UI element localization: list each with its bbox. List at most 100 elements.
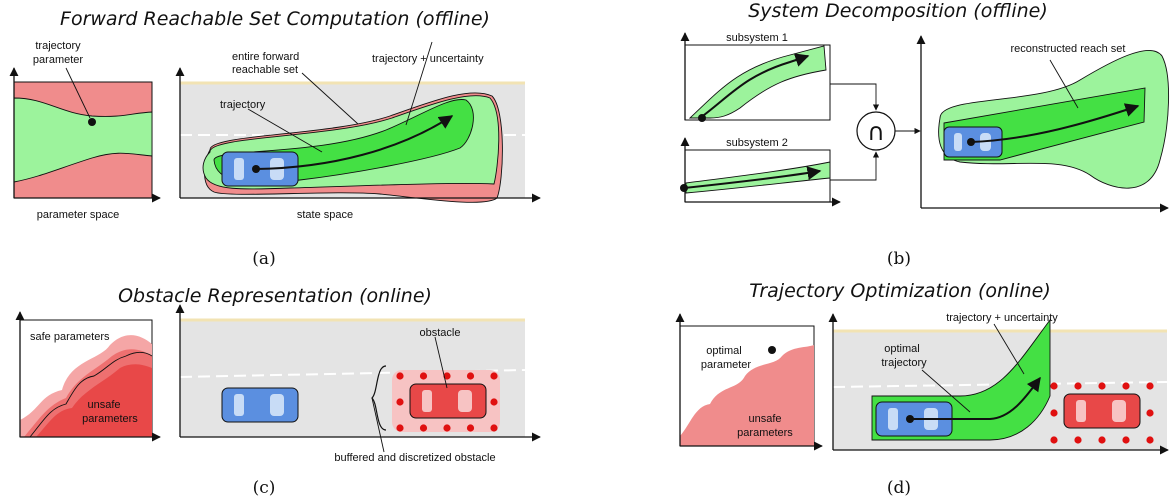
- obstacle-point: [1122, 382, 1130, 390]
- obstacle: [392, 370, 500, 432]
- label-parameter: parameter: [33, 54, 83, 66]
- caption-d: (d): [887, 478, 911, 498]
- obstacle-point: [419, 372, 428, 380]
- obstacle-window-front: [1112, 400, 1126, 422]
- panel-a: Forward Reachable Set Computation (offli…: [9, 8, 541, 269]
- label-buffered: buffered and discretized obstacle: [334, 452, 495, 464]
- label-unsafe: unsafe: [87, 399, 120, 411]
- leader-uncertainty: [405, 41, 433, 126]
- obstacle-window-front: [458, 390, 472, 412]
- label-trajectory-uncertainty: trajectory + uncertainty: [946, 312, 1058, 324]
- obstacle-point: [490, 372, 498, 380]
- obstacle-point: [1098, 436, 1106, 444]
- label-parameters: parameters: [82, 413, 138, 425]
- obstacle-point: [1122, 436, 1130, 444]
- car-window-front: [270, 394, 284, 416]
- label-trajectory: trajectory: [220, 99, 266, 111]
- connector-1: [830, 83, 880, 111]
- unsafe-region: [680, 345, 814, 446]
- obstacle-point: [1146, 382, 1154, 390]
- subsystem-2-trajectory: [683, 166, 822, 189]
- ego-car: [221, 387, 299, 423]
- obstacle-point: [419, 424, 428, 432]
- subsystem-2-set: [685, 161, 831, 194]
- label-reconstructed: reconstructed reach set: [1011, 43, 1126, 55]
- optimal-trajectory-arrow: [910, 376, 1041, 420]
- parameter-space-plot: trajectory parameter parameter space: [9, 40, 161, 221]
- label-optimal: optimal: [884, 343, 919, 355]
- obstacle-window-rear: [1076, 400, 1086, 422]
- leader-reconstructed: [1049, 59, 1079, 109]
- trajectory-arrow: [255, 115, 454, 170]
- obstacle-point: [466, 424, 475, 432]
- label-reachable-set: reachable set: [232, 64, 298, 76]
- label-trajectory: trajectory: [35, 40, 81, 52]
- obstacle-point: [443, 424, 451, 432]
- car-body: [221, 387, 299, 423]
- obstacle-point: [396, 398, 404, 406]
- leader-optimal-trajectory: [921, 369, 971, 413]
- caption-b: (b): [887, 249, 911, 269]
- obstacle-point: [490, 424, 498, 432]
- car-window-rear: [234, 394, 244, 416]
- obstacle-point: [466, 372, 475, 380]
- caption-a: (a): [252, 249, 275, 269]
- obstacle-point: [396, 424, 404, 432]
- label-parameter: parameter: [701, 359, 751, 371]
- caption-c: (c): [253, 478, 276, 498]
- state-space-plot: trajectory + uncertainty optimal traject…: [828, 312, 1169, 455]
- reconstructed-plot: reconstructed reach set: [916, 35, 1170, 213]
- subsystem-2-start-dot: [680, 184, 688, 192]
- obstacle-point: [1050, 409, 1058, 417]
- obstacle-point: [1146, 409, 1154, 417]
- trajectory-parameter-dot: [88, 118, 96, 126]
- label-unsafe: unsafe: [748, 413, 781, 425]
- lane-marking: [179, 369, 526, 378]
- car-window-rear: [888, 408, 898, 430]
- obstacle-point: [1098, 382, 1106, 390]
- label-state-space: state space: [297, 209, 353, 221]
- label-optimal: optimal: [706, 345, 741, 357]
- label-subsystem-2: subsystem 2: [726, 137, 788, 149]
- safe-parameter-region: [13, 97, 153, 183]
- obstacle-window-rear: [422, 390, 432, 412]
- panel-d: Trajectory Optimization (online) optimal…: [675, 280, 1169, 498]
- parameter-space-plot: optimal parameter unsafe parameters: [675, 313, 823, 451]
- subsystem-2-plot: subsystem 2: [680, 137, 841, 207]
- label-parameters: parameters: [737, 427, 793, 439]
- leader-line: [65, 67, 91, 119]
- obstacle-point: [396, 372, 404, 380]
- label-trajectory-uncertainty: trajectory + uncertainty: [372, 53, 484, 65]
- label-obstacle: obstacle: [420, 327, 461, 339]
- obstacle-point: [1074, 436, 1082, 444]
- leader-trajectory: [247, 108, 323, 153]
- panel-c-title: Obstacle Representation (online): [118, 285, 432, 307]
- parameter-space-plot: safe parameters unsafe parameters: [15, 311, 161, 442]
- panel-d-title: Trajectory Optimization (online): [749, 280, 1051, 302]
- state-space-plot: obstacle buffered and discretized obstac…: [175, 304, 541, 464]
- subsystem-1-plot: subsystem 1: [680, 32, 831, 122]
- obstacle-point: [1050, 436, 1058, 444]
- label-subsystem-1: subsystem 1: [726, 32, 788, 44]
- leader-obstacle: [434, 336, 448, 389]
- obstacle-point: [1050, 382, 1058, 390]
- label-parameter-space: parameter space: [37, 209, 120, 221]
- state-space-plot: entire forward reachable set trajectory …: [175, 41, 541, 221]
- panel-c: Obstacle Representation (online) safe pa…: [15, 285, 541, 498]
- subsystem-1-trajectory: [699, 53, 810, 119]
- label-trajectory: trajectory: [881, 357, 927, 369]
- label-entire-forward: entire forward: [232, 51, 299, 63]
- car-window-rear: [234, 158, 244, 180]
- panel-b-title: System Decomposition (offline): [748, 0, 1048, 22]
- car-window-rear: [954, 133, 962, 151]
- intersection-symbol: ∩: [867, 118, 885, 146]
- obstacle-point: [490, 398, 498, 406]
- subsystem-1-start-dot: [698, 114, 706, 122]
- label-safe-parameters: safe parameters: [30, 331, 110, 343]
- discretized-points: [396, 372, 498, 432]
- leader-uncertainty: [993, 323, 1025, 375]
- obstacle-car: [409, 383, 487, 419]
- discretized-points: [1050, 382, 1154, 444]
- obstacle-car: [1063, 393, 1141, 429]
